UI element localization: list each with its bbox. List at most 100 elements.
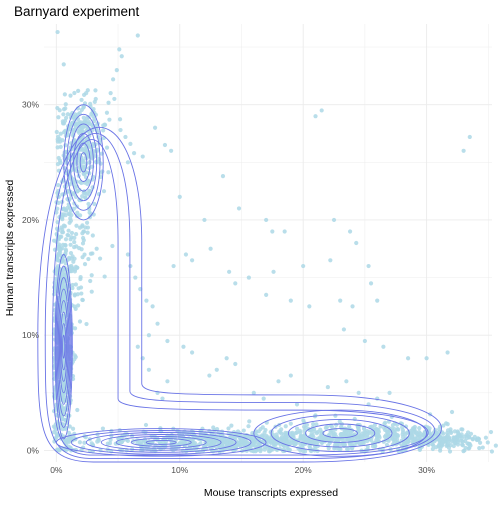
data-point bbox=[355, 429, 360, 434]
data-point bbox=[59, 215, 65, 220]
data-point bbox=[268, 448, 273, 453]
data-point bbox=[246, 424, 251, 429]
data-point bbox=[436, 443, 442, 448]
data-point bbox=[58, 131, 63, 136]
data-point bbox=[254, 437, 259, 442]
data-point bbox=[445, 433, 451, 438]
data-point bbox=[75, 292, 80, 297]
data-point bbox=[63, 426, 68, 432]
data-point bbox=[335, 446, 340, 451]
data-point bbox=[104, 110, 110, 115]
data-point bbox=[73, 282, 78, 287]
data-point bbox=[140, 154, 145, 159]
contour-mouse-right bbox=[270, 414, 410, 453]
contour-human-high bbox=[76, 142, 91, 182]
contour-human-low bbox=[62, 334, 66, 359]
data-point bbox=[135, 33, 140, 38]
data-point bbox=[298, 430, 303, 435]
data-point bbox=[89, 273, 94, 278]
data-point bbox=[318, 427, 323, 432]
data-point bbox=[117, 428, 122, 433]
data-point bbox=[418, 431, 423, 436]
contour-mouse-left bbox=[70, 430, 252, 455]
data-point bbox=[51, 409, 57, 414]
data-point bbox=[236, 440, 241, 445]
x-tick-label: 30% bbox=[418, 465, 435, 475]
data-point bbox=[61, 62, 66, 67]
data-point bbox=[125, 160, 131, 165]
data-point bbox=[69, 256, 74, 261]
data-point bbox=[233, 361, 238, 367]
x-tick-label: 10% bbox=[171, 465, 188, 475]
data-point bbox=[92, 201, 97, 207]
data-point bbox=[467, 134, 472, 140]
data-point bbox=[301, 263, 306, 269]
data-point bbox=[68, 93, 73, 98]
data-point bbox=[417, 426, 422, 431]
data-point bbox=[77, 319, 83, 324]
data-point bbox=[104, 145, 110, 150]
data-point bbox=[446, 441, 451, 446]
data-point bbox=[356, 390, 361, 395]
data-point bbox=[441, 423, 446, 428]
data-point bbox=[123, 134, 128, 140]
data-point bbox=[288, 298, 293, 303]
data-point bbox=[87, 130, 92, 135]
data-point bbox=[81, 158, 86, 163]
data-point bbox=[212, 440, 217, 445]
data-point bbox=[282, 438, 287, 443]
data-point bbox=[275, 436, 281, 442]
data-point bbox=[462, 434, 467, 439]
contour-human-high bbox=[66, 113, 101, 211]
data-point bbox=[307, 444, 312, 449]
data-point bbox=[251, 390, 256, 395]
data-point bbox=[78, 213, 83, 218]
data-point bbox=[402, 441, 407, 447]
contour-human-low bbox=[55, 265, 72, 428]
data-point bbox=[338, 432, 344, 437]
data-point bbox=[190, 258, 195, 263]
data-point bbox=[128, 141, 133, 146]
scatter-points bbox=[51, 29, 498, 454]
data-point bbox=[81, 190, 86, 195]
data-point bbox=[108, 91, 113, 96]
data-point bbox=[446, 445, 452, 450]
data-point bbox=[253, 449, 258, 454]
data-point bbox=[133, 275, 138, 280]
data-point bbox=[413, 436, 418, 441]
data-point bbox=[77, 127, 82, 132]
y-tick-label: 0% bbox=[27, 445, 40, 455]
data-point bbox=[342, 430, 347, 435]
data-point bbox=[85, 225, 91, 230]
data-point bbox=[63, 102, 68, 107]
data-point bbox=[251, 442, 256, 448]
data-point bbox=[192, 440, 198, 446]
data-point bbox=[55, 257, 60, 263]
data-point bbox=[100, 426, 106, 431]
data-point bbox=[378, 424, 383, 429]
data-point bbox=[276, 379, 281, 384]
data-point bbox=[229, 423, 234, 428]
data-point bbox=[75, 210, 80, 215]
contour-mouse-left bbox=[145, 439, 177, 445]
data-point bbox=[312, 441, 317, 446]
data-point bbox=[376, 429, 381, 435]
data-point bbox=[226, 426, 231, 431]
data-point bbox=[452, 435, 457, 440]
data-point bbox=[480, 445, 485, 450]
data-point bbox=[303, 425, 308, 430]
data-point bbox=[81, 115, 86, 120]
data-point bbox=[374, 426, 379, 432]
data-point bbox=[261, 396, 266, 401]
data-point bbox=[90, 233, 95, 238]
data-point bbox=[57, 158, 62, 163]
data-point bbox=[294, 402, 300, 407]
contour-mouse-right bbox=[305, 423, 376, 443]
data-point bbox=[334, 434, 339, 440]
data-point bbox=[219, 436, 224, 441]
data-point bbox=[101, 128, 106, 133]
data-point bbox=[70, 286, 75, 291]
data-point bbox=[89, 441, 94, 446]
data-point bbox=[72, 90, 77, 96]
data-point bbox=[381, 344, 386, 349]
